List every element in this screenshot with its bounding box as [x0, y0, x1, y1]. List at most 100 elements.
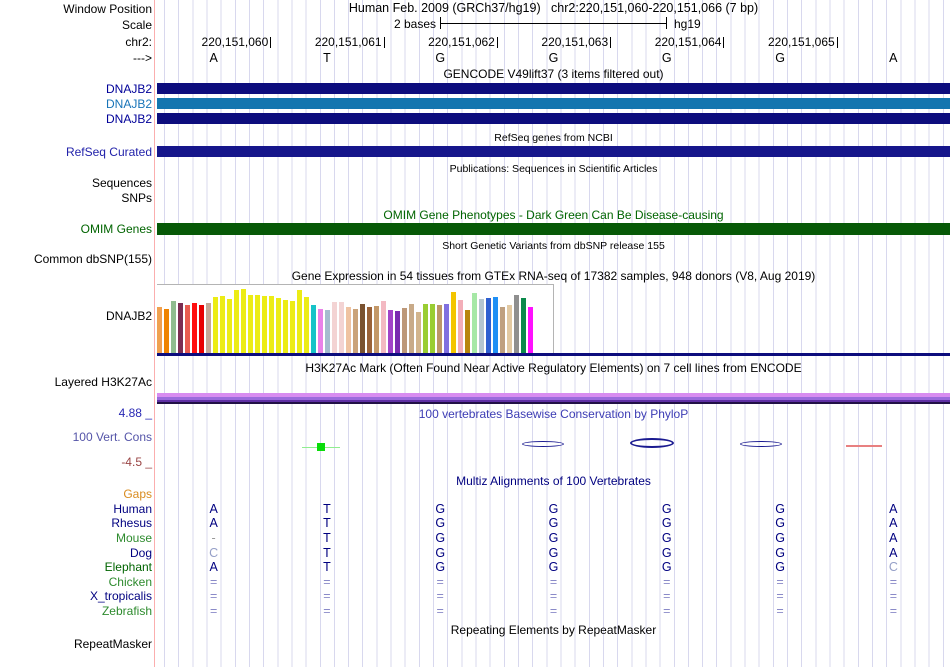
repeatmasker-label[interactable]: RepeatMasker: [73, 637, 152, 651]
gtex-expression-bar[interactable]: [213, 297, 218, 353]
gtex-expression-bar[interactable]: [416, 312, 421, 353]
gtex-expression-bar[interactable]: [255, 295, 260, 353]
h3k27ac-layer[interactable]: [157, 400, 950, 402]
ruler-coordinate: 220,151,062: [428, 35, 495, 49]
gtex-expression-bar[interactable]: [381, 301, 386, 353]
gtex-expression-bar[interactable]: [241, 289, 246, 353]
gtex-expression-bar[interactable]: [388, 310, 393, 353]
alignment-base: C: [209, 545, 219, 560]
gtex-expression-bar[interactable]: [234, 290, 239, 353]
gtex-expression-bar[interactable]: [479, 299, 484, 353]
multiz-species-label[interactable]: Dog: [129, 545, 152, 560]
gencode-item-label[interactable]: DNAJB2: [105, 112, 152, 126]
multiz-species-label[interactable]: Zebrafish: [101, 604, 152, 619]
gtex-expression-bar[interactable]: [514, 295, 519, 353]
refseq-curated-label[interactable]: RefSeq Curated: [65, 145, 152, 159]
gtex-expression-bar[interactable]: [367, 307, 372, 353]
multiz-species-label[interactable]: Rhesus: [111, 516, 152, 531]
gtex-expression-bar[interactable]: [472, 293, 477, 353]
gtex-expression-bar[interactable]: [157, 307, 162, 353]
gtex-expression-bar[interactable]: [458, 300, 463, 353]
snps-label[interactable]: SNPs: [121, 191, 152, 205]
gtex-expression-bar[interactable]: [297, 290, 302, 353]
alignment-base: =: [323, 604, 331, 619]
phylop-mark: [846, 445, 882, 447]
gtex-expression-bar[interactable]: [395, 311, 400, 353]
gtex-expression-bar[interactable]: [276, 298, 281, 353]
alignment-base: =: [889, 589, 897, 604]
gencode-gene-bar[interactable]: [157, 113, 950, 124]
gtex-expression-bar[interactable]: [507, 305, 512, 353]
gtex-expression-bar[interactable]: [451, 292, 456, 353]
layered-h3k27ac-label[interactable]: Layered H3K27Ac: [54, 375, 152, 389]
gtex-gene-label[interactable]: DNAJB2: [105, 309, 152, 323]
gtex-expression-bar[interactable]: [437, 305, 442, 353]
gtex-expression-bar[interactable]: [402, 308, 407, 353]
gtex-expression-bar[interactable]: [283, 300, 288, 353]
gencode-item-label[interactable]: DNAJB2: [105, 97, 152, 111]
h3k27ac-layer[interactable]: [157, 397, 950, 400]
refseq-gene-bar[interactable]: [157, 146, 950, 157]
gtex-expression-bar[interactable]: [444, 304, 449, 353]
multiz-species-label[interactable]: Human: [113, 501, 152, 516]
gtex-expression-bar[interactable]: [192, 303, 197, 353]
h3k27ac-track-header: H3K27Ac Mark (Often Found Near Active Re…: [305, 361, 802, 375]
gtex-expression-bar[interactable]: [409, 304, 414, 353]
sequences-label[interactable]: Sequences: [91, 176, 152, 190]
gtex-expression-bar[interactable]: [353, 309, 358, 353]
multiz-species-label[interactable]: Chicken: [108, 574, 152, 589]
gtex-expression-bar[interactable]: [206, 303, 211, 353]
gtex-expression-bar[interactable]: [227, 299, 232, 353]
gtex-expression-bar[interactable]: [262, 296, 267, 353]
gtex-expression-bar[interactable]: [493, 297, 498, 353]
gtex-expression-bar[interactable]: [360, 304, 365, 353]
gtex-expression-bar[interactable]: [178, 303, 183, 353]
gtex-expression-bar[interactable]: [318, 309, 323, 353]
gtex-expression-bar[interactable]: [311, 305, 316, 353]
alignment-base: =: [549, 574, 558, 589]
gtex-expression-bar[interactable]: [220, 296, 225, 353]
gtex-expression-bar[interactable]: [332, 302, 337, 353]
common-dbsnp-label[interactable]: Common dbSNP(155): [33, 252, 152, 266]
gtex-expression-bar[interactable]: [290, 301, 295, 353]
multiz-species-label[interactable]: Mouse: [115, 530, 152, 545]
phylop-min-value: -4.5 _: [121, 455, 152, 469]
gtex-gene-model-line[interactable]: [157, 353, 950, 356]
gtex-expression-bar[interactable]: [465, 310, 470, 353]
alignment-base: G: [661, 560, 672, 575]
phylop-mark: [317, 443, 325, 451]
gtex-expression-bar[interactable]: [430, 304, 435, 353]
gtex-expression-bar[interactable]: [528, 307, 533, 353]
gtex-expression-bar[interactable]: [486, 298, 491, 353]
h3k27ac-layer[interactable]: [157, 393, 950, 397]
gtex-expression-bar[interactable]: [325, 310, 330, 353]
publications-track-header: Publications: Sequences in Scientific Ar…: [449, 163, 658, 175]
gtex-expression-bar[interactable]: [199, 305, 204, 353]
gencode-gene-bar[interactable]: [157, 98, 950, 109]
multiz-species-label[interactable]: X_tropicalis: [89, 589, 152, 604]
gtex-expression-bar[interactable]: [185, 305, 190, 353]
omim-genes-label[interactable]: OMIM Genes: [80, 222, 152, 236]
assembly-title: Human Feb. 2009 (GRCh37/hg19): [348, 1, 541, 15]
gtex-expression-bar[interactable]: [500, 307, 505, 353]
alignment-base: G: [775, 530, 785, 545]
gtex-expression-bar[interactable]: [423, 304, 428, 353]
ruler-tick-mark: [836, 37, 838, 48]
h3k27ac-layer[interactable]: [157, 402, 950, 404]
multiz-species-label[interactable]: Gaps: [123, 487, 152, 501]
gtex-expression-bar[interactable]: [339, 302, 344, 353]
gtex-expression-bar[interactable]: [304, 297, 309, 353]
gtex-expression-bar[interactable]: [171, 301, 176, 353]
sequence-base: G: [548, 51, 559, 65]
phylop-track-label[interactable]: 100 Vert. Cons: [72, 430, 152, 444]
gtex-expression-bar[interactable]: [248, 295, 253, 353]
multiz-species-label[interactable]: Elephant: [104, 560, 152, 575]
gtex-expression-bar[interactable]: [269, 296, 274, 353]
gtex-expression-bar[interactable]: [346, 307, 351, 353]
gencode-gene-bar[interactable]: [157, 83, 950, 94]
omim-gene-bar[interactable]: [157, 223, 950, 235]
gtex-expression-bar[interactable]: [521, 298, 526, 353]
gtex-expression-bar[interactable]: [374, 306, 379, 353]
gencode-item-label[interactable]: DNAJB2: [105, 82, 152, 96]
gtex-expression-bar[interactable]: [164, 309, 169, 353]
